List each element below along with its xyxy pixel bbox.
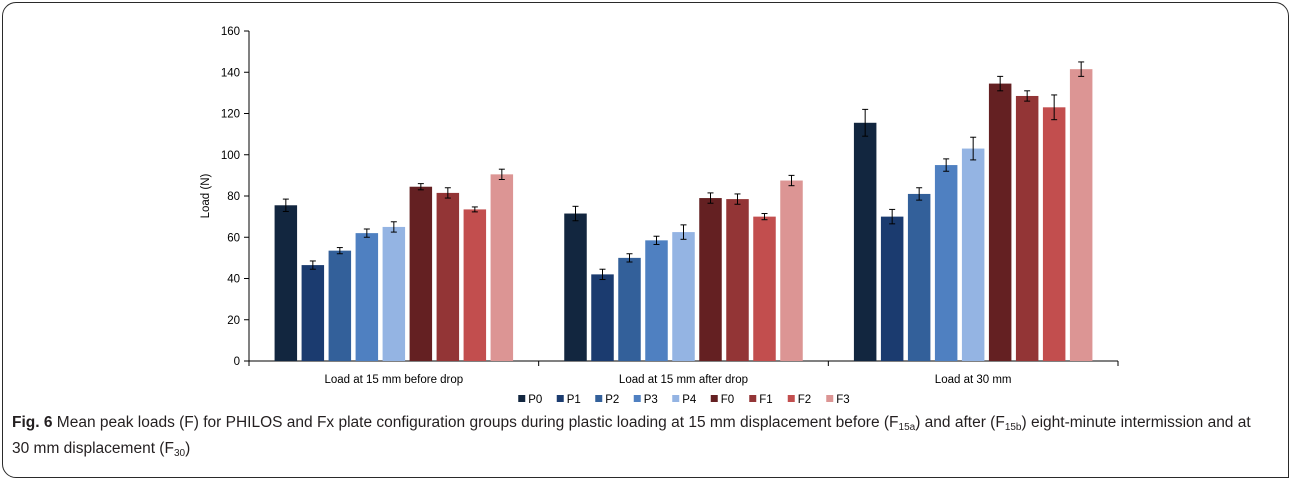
y-tick-label: 80 [227,191,240,203]
bar [934,165,958,361]
legend-swatch [556,395,564,402]
legend-swatch [826,395,834,402]
bar [328,250,352,361]
y-tick-label: 0 [234,356,240,368]
bar [853,122,877,361]
bar [591,274,614,361]
bar [988,83,1012,361]
bar [618,257,641,361]
caption-text-4: ) [185,440,191,457]
legend-label: F3 [836,394,849,406]
y-tick-label: 160 [221,26,240,38]
x-tick-label: Load at 30 mm [935,374,1012,386]
legend-label: P0 [528,394,542,406]
legend-label: F2 [798,394,811,406]
bar [436,192,460,361]
legend-label: P4 [682,394,697,406]
caption-sub-1: 15a [898,422,916,433]
legend-swatch [595,395,603,402]
bar [274,205,298,361]
legend-swatch [787,395,795,402]
legend-swatch [672,395,680,402]
bar [301,265,325,361]
caption-sub-3: 30 [173,448,186,459]
bar [699,198,722,361]
bar [961,148,985,361]
legend-swatch [710,395,718,402]
bar [490,174,514,361]
bar [1015,95,1039,361]
legend-swatch [518,395,526,402]
x-tick-label: Load at 15 mm after drop [619,374,748,386]
bar [382,226,406,361]
bar [564,213,587,361]
chart-legend: P0 P1 P2 P3 P4 F0 F1 F2 F3 [518,394,850,406]
bar [780,180,803,361]
bar [1069,69,1093,361]
legend-label: F1 [759,394,772,406]
x-tick-label: Load at 15 mm before drop [324,374,463,386]
bar [463,209,487,361]
y-tick-label: 20 [227,315,240,327]
y-tick-label: 100 [221,150,240,162]
bar [1042,107,1066,361]
bar-chart: 0 20 40 60 80 100 120 140 160 Load at 15 mm befor… [200,26,1119,406]
legend-label: F0 [721,394,734,406]
bar [672,232,695,361]
bar [880,216,904,361]
caption-sub-2: 15b [1004,422,1022,433]
legend-label: P3 [644,394,658,406]
legend-label: P2 [605,394,619,406]
caption-text-2: ) and after (F [915,414,1005,431]
y-axis-label: Load (N) [200,173,212,218]
caption-text-3: ) eight-minute intermission and at 30 mm… [12,414,1251,457]
bar [355,233,379,361]
bar [753,216,776,361]
y-tick-label: 140 [221,67,240,79]
chart-bars [274,61,1093,361]
caption-text-1: Mean peak loads (F) for PHILOS and Fx pl… [52,414,899,431]
y-tick-label: 40 [227,274,240,286]
y-tick-label: 120 [221,109,240,121]
legend-swatch [633,395,641,402]
y-tick-label: 60 [227,232,240,244]
legend-swatch [749,395,757,402]
figure-label: Fig. 6 [12,414,53,431]
legend-label: P1 [567,394,581,406]
bar [907,193,931,361]
bar [409,186,433,361]
figure-caption: Fig. 6 Mean peak loads (F) for PHILOS an… [12,410,1272,462]
bar [645,240,668,361]
bar [726,199,749,361]
